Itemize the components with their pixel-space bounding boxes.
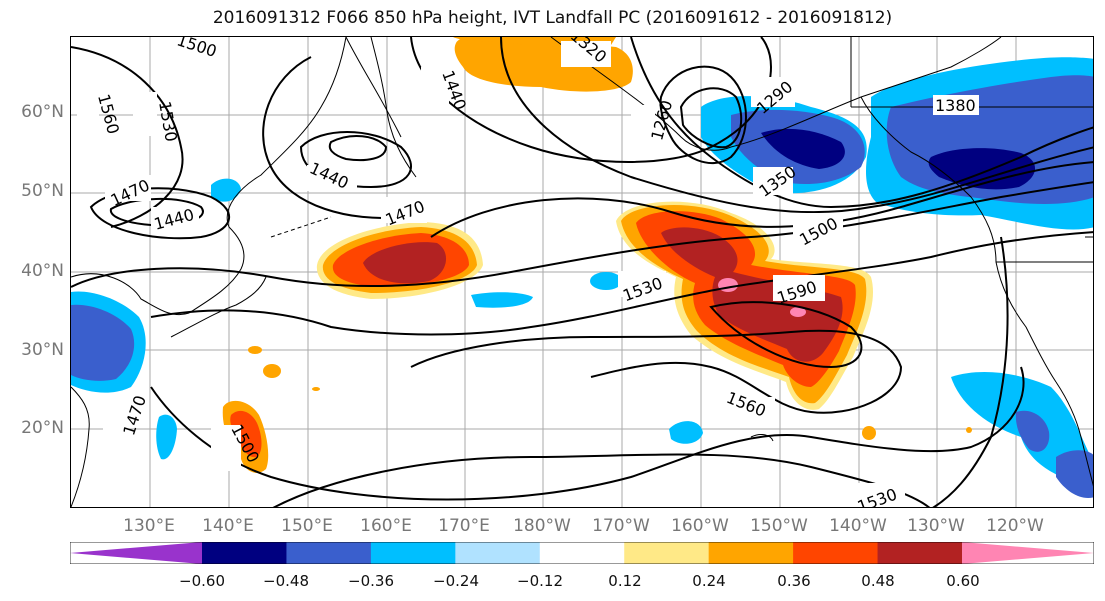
colorbar-tick: −0.12	[517, 572, 563, 590]
map-canvas: 1500 1560 1530 1440 1320 1290 1260 1380 …	[71, 37, 1093, 507]
colorbar-cell	[624, 542, 710, 564]
lon-label: 170°E	[438, 516, 490, 536]
colorbar-tick: 0.36	[777, 572, 811, 590]
colorbar-cell	[877, 542, 963, 564]
contour-label: 1470	[119, 393, 150, 438]
colorbar-cell	[962, 542, 1094, 564]
colorbar-tick: 0.12	[608, 572, 642, 590]
lon-label: 120°W	[986, 516, 1044, 536]
lon-label: 180°W	[513, 516, 571, 536]
lon-label: 130°W	[907, 516, 965, 536]
map-panel: 1500 1560 1530 1440 1320 1290 1260 1380 …	[70, 36, 1094, 508]
lon-label: 170°W	[592, 516, 650, 536]
coastlines	[71, 37, 1093, 507]
colorbar-cells	[70, 542, 1094, 564]
colorbar-cell	[539, 542, 625, 564]
lat-label: 50°N	[21, 181, 64, 201]
colorbar-tick: −0.36	[348, 572, 394, 590]
colorbar-tick: 0.48	[861, 572, 895, 590]
ivt-positive-shading	[222, 37, 972, 473]
colorbar-cell	[370, 542, 456, 564]
lat-label: 20°N	[21, 418, 64, 438]
figure-title: 2016091312 F066 850 hPa height, IVT Land…	[212, 8, 893, 28]
colorbar	[70, 542, 1094, 564]
lat-label: 40°N	[21, 261, 64, 281]
colorbar-cell	[286, 542, 372, 564]
lon-label: 160°W	[671, 516, 729, 536]
colorbar-cell	[70, 542, 202, 564]
colorbar-tick: −0.24	[433, 572, 479, 590]
lat-label: 30°N	[21, 340, 64, 360]
lon-label: 160°E	[360, 516, 412, 536]
dateline-segment	[270, 216, 332, 238]
lon-label: 150°W	[750, 516, 808, 536]
contour-label: 1260	[647, 98, 676, 142]
colorbar-cell	[202, 542, 287, 564]
colorbar-tick: −0.48	[263, 572, 309, 590]
contour-label: 1500	[175, 37, 220, 61]
height-contours	[71, 37, 1093, 507]
lon-label: 140°W	[829, 516, 887, 536]
contour-label: 1380	[935, 96, 976, 115]
colorbar-cell	[708, 542, 794, 564]
colorbar-cell	[793, 542, 879, 564]
lon-label: 140°E	[202, 516, 254, 536]
lon-label: 130°E	[123, 516, 175, 536]
colorbar-tick: 0.60	[946, 572, 980, 590]
lon-label: 150°E	[281, 516, 333, 536]
contour-label: 1530	[155, 100, 181, 143]
colorbar-cell	[455, 542, 541, 564]
colorbar-tick: 0.24	[692, 572, 726, 590]
lat-label: 60°N	[21, 102, 64, 122]
colorbar-tick: −0.60	[179, 572, 225, 590]
